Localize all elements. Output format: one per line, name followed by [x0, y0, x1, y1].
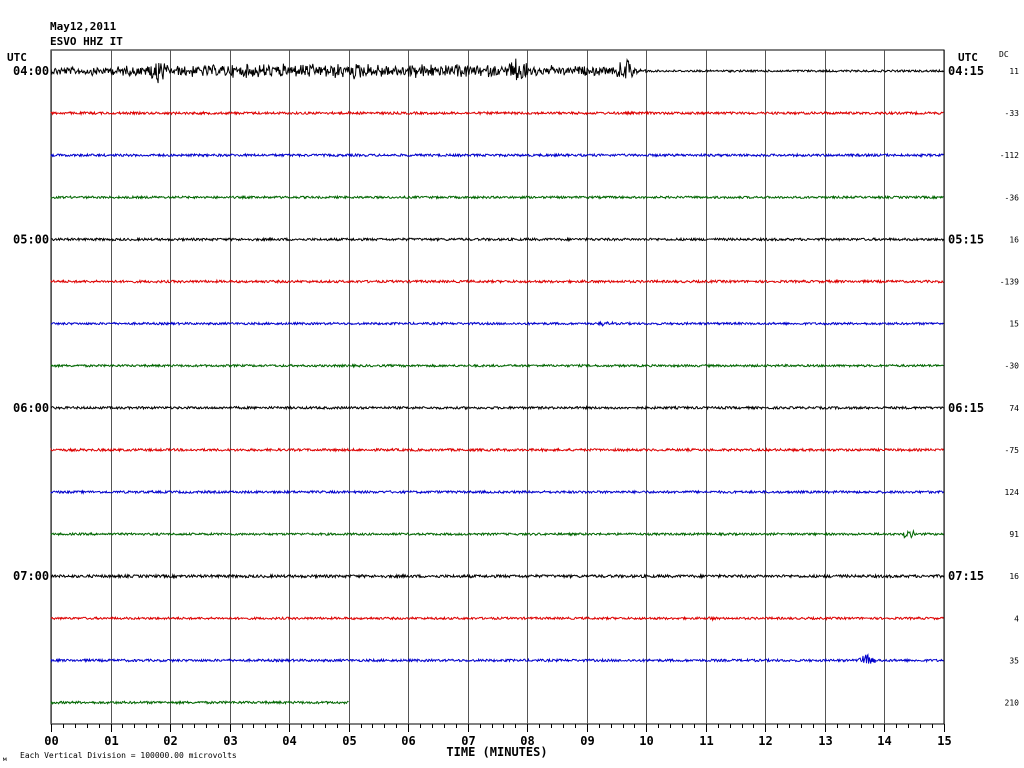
x-tick-label: 04 — [282, 734, 296, 748]
left-axis-label: UTC — [7, 51, 27, 64]
dc-offset-label: 91 — [1009, 530, 1019, 539]
right-hour-label: 06:15 — [948, 401, 984, 415]
dc-offset-label: 16 — [1009, 235, 1019, 244]
dc-offset-label: 16 — [1009, 572, 1019, 581]
seismogram-trace — [50, 489, 944, 495]
seismogram-trace — [50, 278, 944, 285]
chart-date: May12,2011 — [50, 20, 117, 33]
seismogram-trace — [50, 363, 944, 369]
dc-offset-label: 124 — [1005, 488, 1020, 497]
seismogram-trace — [50, 236, 944, 243]
x-tick-label: 14 — [877, 734, 891, 748]
plot-frame — [50, 49, 945, 725]
x-tick-label: 13 — [818, 734, 832, 748]
seismogram-trace — [50, 528, 944, 539]
dc-offset-label: 210 — [1005, 699, 1020, 708]
x-axis-title: TIME (MINUTES) — [446, 745, 547, 759]
x-tick-label: 08 — [520, 734, 534, 748]
x-tick-label: 01 — [104, 734, 118, 748]
seismogram-trace — [50, 194, 944, 200]
dc-offset-label: 11 — [1009, 67, 1019, 76]
dc-offset-label: -75 — [1005, 446, 1020, 455]
left-hour-label: 07:00 — [13, 569, 49, 583]
dc-offset-label: 15 — [1009, 320, 1019, 329]
x-tick-label: 06 — [401, 734, 415, 748]
seismogram-trace — [50, 653, 944, 664]
dc-offset-label: 4 — [1014, 614, 1019, 623]
x-tick-label: 00 — [44, 734, 58, 748]
right-axis-label: UTC — [958, 51, 978, 64]
seismogram-trace — [50, 320, 944, 327]
dc-label: DC — [999, 50, 1009, 59]
seismogram-trace — [50, 405, 944, 411]
x-tick-label: 09 — [580, 734, 594, 748]
seismogram-trace — [50, 572, 944, 580]
x-tick-label: 12 — [758, 734, 772, 748]
seismogram-trace — [50, 615, 944, 622]
left-hour-label: 04:00 — [13, 64, 49, 78]
corner-mark: м — [3, 756, 7, 763]
left-hour-label: 06:00 — [13, 401, 49, 415]
right-hour-label: 04:15 — [948, 64, 984, 78]
right-hour-label: 05:15 — [948, 232, 984, 246]
dc-offset-label: 74 — [1009, 404, 1019, 413]
x-tick-label: 15 — [937, 734, 951, 748]
seismogram-trace — [50, 110, 944, 116]
x-tick-label: 02 — [163, 734, 177, 748]
x-tick-label: 10 — [639, 734, 653, 748]
dc-offset-label: 35 — [1009, 656, 1019, 665]
seismogram-trace — [50, 700, 349, 706]
x-tick-label: 03 — [223, 734, 237, 748]
dc-offset-label: -139 — [1000, 278, 1019, 287]
x-tick-label: 07 — [461, 734, 475, 748]
left-hour-label: 05:00 — [13, 232, 49, 246]
right-hour-label: 07:15 — [948, 569, 984, 583]
seismogram-trace — [50, 152, 944, 159]
dc-offset-label: -33 — [1005, 109, 1020, 118]
x-tick-label: 11 — [699, 734, 713, 748]
scale-note: Each Vertical Division = 100000.00 micro… — [20, 751, 237, 760]
station-label: ESVO HHZ IT — [50, 35, 123, 48]
seismogram-trace — [50, 447, 944, 453]
seismogram-trace — [50, 58, 944, 84]
x-tick-label: 05 — [342, 734, 356, 748]
dc-offset-label: -36 — [1005, 193, 1020, 202]
dc-offset-label: -112 — [1000, 151, 1019, 160]
dc-offset-label: -30 — [1005, 362, 1020, 371]
